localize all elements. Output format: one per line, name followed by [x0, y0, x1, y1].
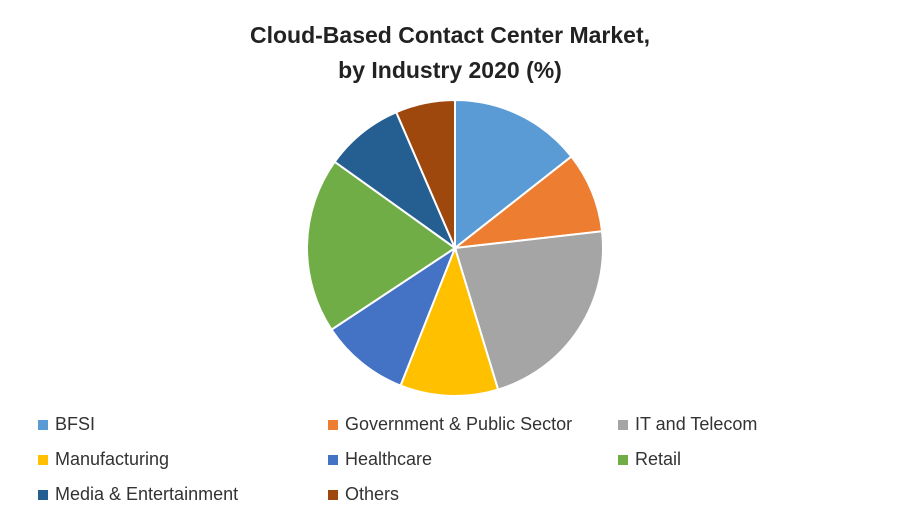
legend-swatch [328, 420, 338, 430]
chart-subtitle: by Industry 2020 (%) [338, 57, 562, 83]
pie-slice [451, 155, 604, 250]
pie-slice [306, 160, 457, 332]
pie-slice [394, 98, 456, 249]
legend-swatch [328, 455, 338, 465]
pie-slice [454, 98, 573, 251]
legend-swatch [618, 455, 628, 465]
legend-label: BFSI [55, 414, 95, 434]
chart-title: Cloud-Based Contact Center Market, [250, 22, 650, 48]
legend-label: Manufacturing [55, 449, 169, 469]
pie-slice [399, 244, 500, 397]
legend-swatch [328, 490, 338, 500]
legend-swatch [38, 490, 48, 500]
pie-slice [330, 245, 458, 387]
legend-label: IT and Telecom [635, 414, 757, 434]
legend-swatch [38, 420, 48, 430]
legend-label: Others [345, 484, 399, 504]
legend-label: Healthcare [345, 449, 432, 469]
legend-label: Retail [635, 449, 681, 469]
legend-label: Media & Entertainment [55, 484, 238, 504]
legend-swatch [618, 420, 628, 430]
legend-label: Government & Public Sector [345, 414, 572, 434]
legend-swatch [38, 455, 48, 465]
pie-slice [453, 230, 604, 391]
